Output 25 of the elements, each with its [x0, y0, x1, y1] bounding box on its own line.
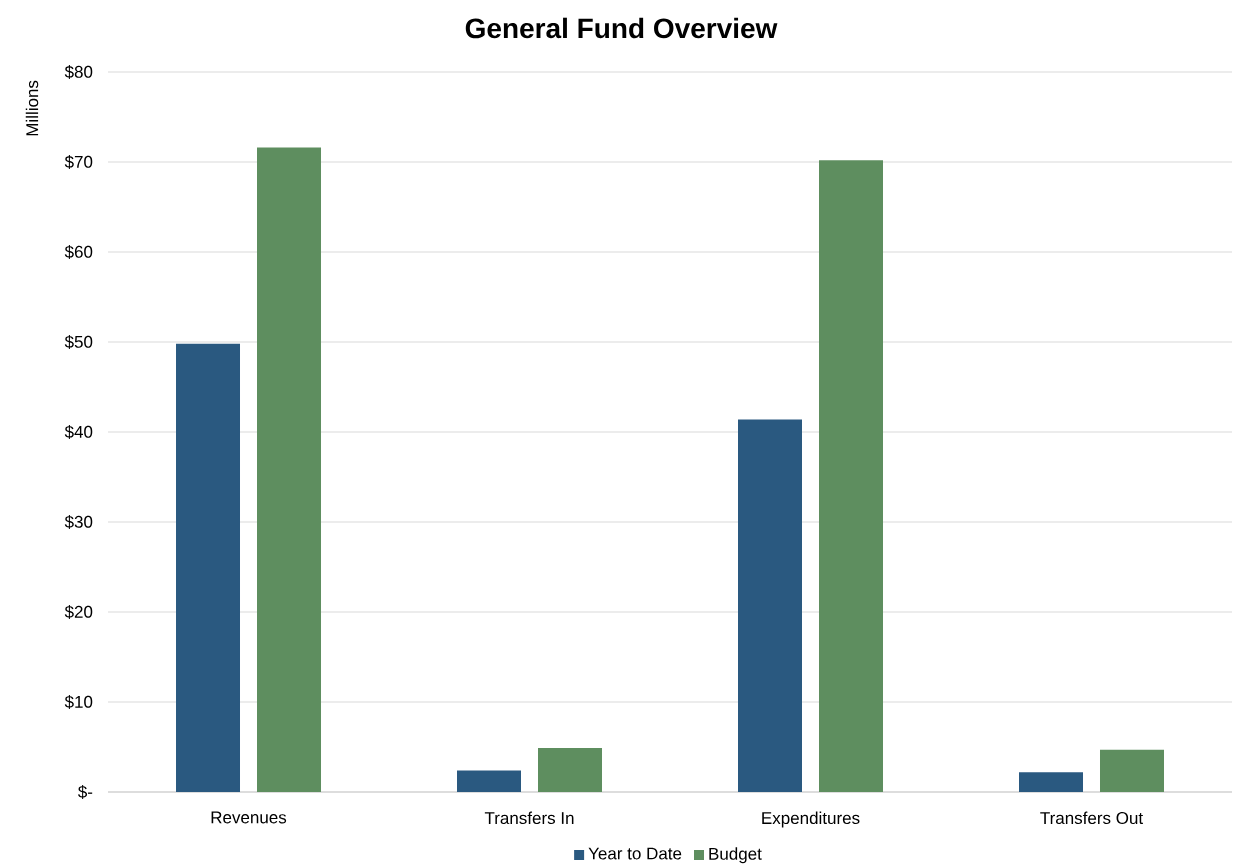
y-tick-label: $- — [78, 785, 93, 799]
x-tick-label: Expenditures — [762, 811, 860, 828]
y-tick-label: $60 — [64, 245, 93, 259]
y-axis-title: Millions — [25, 80, 39, 136]
y-tick-label: $50 — [64, 335, 93, 349]
legend-label: Year to Date — [588, 847, 682, 860]
y-tick-label: $30 — [64, 515, 93, 529]
bar — [457, 770, 521, 792]
bar — [819, 160, 884, 792]
bar — [738, 419, 802, 792]
bar — [176, 343, 240, 792]
x-tick-label: Transfers In — [484, 811, 574, 825]
chart-title: General Fund Overview — [465, 17, 778, 39]
y-tick-label: $70 — [64, 155, 93, 169]
bar — [257, 147, 322, 792]
y-tick-label: $40 — [64, 425, 93, 439]
bar — [1019, 772, 1084, 792]
legend-label: Budget — [709, 847, 762, 864]
x-tick-label: Transfers Out — [1040, 811, 1144, 825]
bar — [538, 747, 603, 792]
x-tick-label: Revenues — [211, 811, 287, 824]
y-tick-label: $10 — [64, 695, 93, 709]
y-tick-label: $80 — [64, 65, 93, 79]
y-tick-label: $20 — [64, 605, 93, 619]
bar — [1100, 749, 1164, 792]
